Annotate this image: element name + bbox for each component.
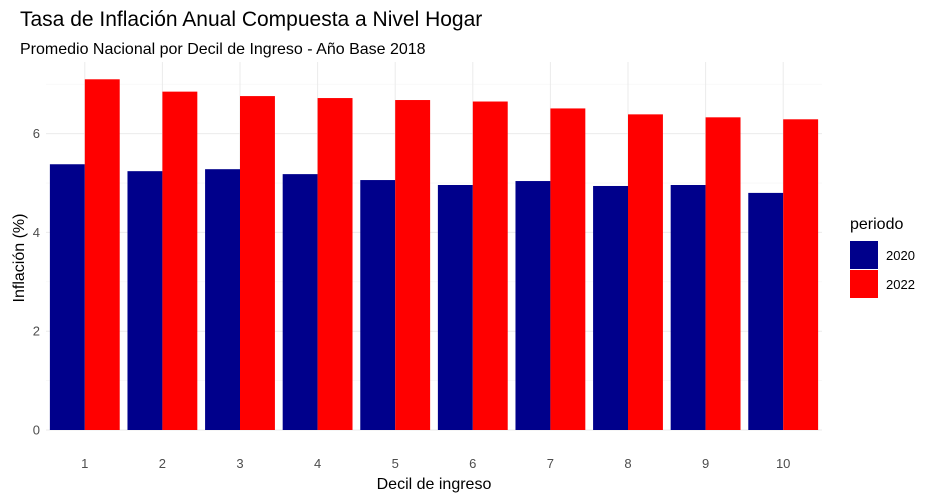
- bar-2020-decil-4: [282, 174, 318, 430]
- bar-2020-decil-9: [670, 184, 706, 430]
- x-axis-ticks: 1 2 3 4 5 6 7 8 9 10: [81, 456, 790, 471]
- bar-2020-decil-2: [127, 171, 163, 430]
- bar-2022-decil-5: [395, 100, 431, 430]
- legend-title: periodo: [850, 216, 903, 233]
- x-tick-label: 8: [624, 456, 631, 471]
- x-tick-label: 10: [776, 456, 790, 471]
- bar-2020-decil-5: [360, 180, 396, 430]
- bar-2022-decil-7: [550, 108, 586, 430]
- legend-swatch-2022: [850, 270, 878, 298]
- y-axis-ticks: 0 2 4 6: [33, 126, 40, 437]
- x-tick-label: 1: [81, 456, 88, 471]
- legend-label-2020: 2020: [886, 248, 915, 263]
- bar-2020-decil-3: [205, 169, 240, 430]
- x-tick-label: 2: [159, 456, 166, 471]
- x-tick-label: 5: [392, 456, 399, 471]
- chart-subtitle: Promedio Nacional por Decil de Ingreso -…: [20, 41, 426, 58]
- x-tick-label: 4: [314, 456, 321, 471]
- chart-title: Tasa de Inflación Anual Compuesta a Nive…: [20, 8, 482, 31]
- plot-bars: [49, 79, 819, 431]
- y-tick-label: 2: [33, 324, 40, 339]
- bar-2020-decil-6: [437, 184, 473, 430]
- bar-2022-decil-8: [628, 114, 663, 430]
- y-tick-label: 6: [33, 126, 40, 141]
- y-tick-label: 4: [33, 225, 40, 240]
- bar-2022-decil-6: [472, 101, 508, 430]
- bar-2022-decil-10: [783, 119, 819, 431]
- legend-label-2022: 2022: [886, 277, 915, 292]
- bar-2022-decil-2: [162, 91, 198, 431]
- bar-2020-decil-8: [593, 185, 628, 430]
- bar-2022-decil-3: [240, 96, 275, 430]
- bar-2020-decil-1: [49, 164, 85, 430]
- bar-2022-decil-4: [317, 98, 353, 431]
- y-axis-title: Inflación (%): [11, 214, 28, 303]
- bar-2022-decil-9: [705, 117, 741, 430]
- x-tick-label: 6: [469, 456, 476, 471]
- legend: periodo 2020 2022: [850, 216, 915, 298]
- x-tick-label: 7: [547, 456, 554, 471]
- x-tick-label: 3: [236, 456, 243, 471]
- bar-2022-decil-1: [84, 79, 120, 431]
- x-tick-label: 9: [702, 456, 709, 471]
- bar-2020-decil-7: [515, 181, 551, 430]
- bar-2020-decil-10: [748, 192, 784, 430]
- legend-swatch-2020: [850, 241, 878, 269]
- legend-items: 2020 2022: [850, 241, 915, 298]
- x-axis-title: Decil de ingreso: [377, 476, 492, 493]
- y-tick-label: 0: [33, 423, 40, 438]
